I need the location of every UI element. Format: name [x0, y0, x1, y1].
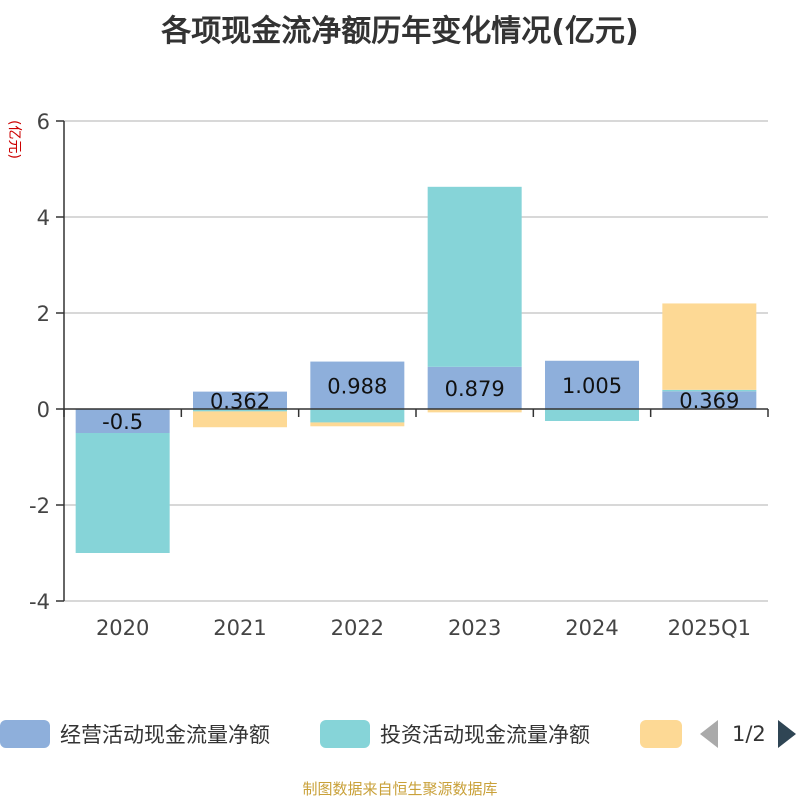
- legend: 经营活动现金流量净额 投资活动现金流量净额: [0, 716, 800, 752]
- bar-investing-2025Q1[interactable]: [662, 389, 757, 392]
- data-label-operating-2025Q1: 0.369: [679, 389, 739, 413]
- y-axis-unit-label: (亿元): [6, 120, 22, 159]
- legend-pager: 1/2: [700, 716, 796, 752]
- y-tick-label: 0: [37, 398, 50, 422]
- bar-investing-2024[interactable]: [545, 409, 639, 421]
- legend-page-indicator: 1/2: [732, 722, 766, 746]
- bar-financing-2025Q1[interactable]: [662, 303, 757, 390]
- x-tick-label: 2025Q1: [668, 616, 751, 640]
- bar-operating-2020[interactable]: [75, 409, 170, 433]
- x-tick-label: 2020: [96, 616, 149, 640]
- y-tick-label: -4: [29, 590, 50, 614]
- y-tick-label: 2: [37, 302, 50, 326]
- x-tick-label: 2023: [448, 616, 501, 640]
- data-label-operating-2024: 1.005: [562, 374, 622, 398]
- y-tick-label: 6: [37, 110, 50, 134]
- bar-operating-2021[interactable]: [193, 391, 287, 409]
- bar-investing-2020[interactable]: [75, 433, 170, 553]
- y-tick-label: -2: [29, 494, 50, 518]
- bar-operating-2025Q1[interactable]: [662, 391, 757, 409]
- legend-label-investing: 投资活动现金流量净额: [380, 723, 590, 747]
- bar-investing-2021[interactable]: [193, 409, 287, 412]
- legend-swatch-investing: [320, 720, 370, 748]
- legend-label-operating: 经营活动现金流量净额: [60, 723, 270, 747]
- data-label-operating-2022: 0.988: [327, 374, 387, 398]
- legend-swatch-financing: [640, 720, 682, 748]
- y-tick-label: 4: [37, 206, 50, 230]
- bar-financing-2023[interactable]: [427, 409, 522, 413]
- chart-title: 各项现金流净额历年变化情况(亿元): [161, 14, 639, 49]
- bar-financing-2022[interactable]: [310, 422, 405, 427]
- data-label-operating-2023: 0.879: [445, 377, 505, 401]
- triangle-left-icon[interactable]: [700, 720, 718, 748]
- legend-swatch-operating: [0, 720, 50, 748]
- bar-operating-2022[interactable]: [310, 361, 405, 409]
- legend-item-investing[interactable]: 投资活动现金流量净额: [320, 716, 590, 752]
- x-tick-label: 2024: [565, 616, 618, 640]
- legend-item-financing[interactable]: [640, 716, 692, 752]
- bar-operating-2024[interactable]: [545, 360, 639, 409]
- data-label-operating-2020: -0.5: [102, 410, 143, 434]
- data-source-note: 制图数据来自恒生聚源数据库: [302, 780, 498, 798]
- triangle-right-icon[interactable]: [777, 720, 796, 748]
- bar-operating-2023[interactable]: [427, 366, 522, 409]
- x-tick-label: 2022: [331, 616, 384, 640]
- data-label-operating-2021: 0.362: [210, 389, 270, 413]
- bar-investing-2022[interactable]: [310, 409, 405, 423]
- legend-item-operating[interactable]: 经营活动现金流量净额: [0, 716, 270, 752]
- x-tick-label: 2021: [213, 616, 266, 640]
- bar-financing-2021[interactable]: [193, 411, 287, 428]
- bar-investing-2023[interactable]: [427, 186, 522, 367]
